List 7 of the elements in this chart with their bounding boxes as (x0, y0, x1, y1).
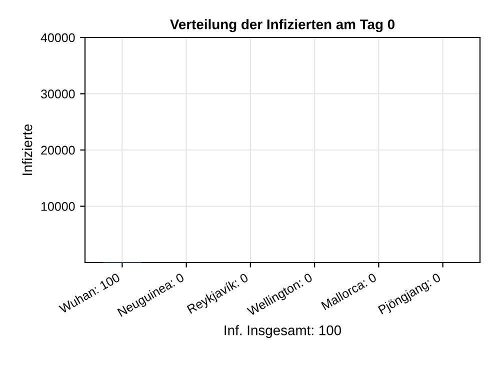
x-axis-title: Inf. Insgesamt: 100 (224, 325, 342, 338)
y-tick-label: 30000 (41, 90, 75, 98)
y-tick-label: 40000 (40, 33, 75, 42)
y-tick-label: 10000 (41, 202, 75, 211)
y-tick-label: 20000 (41, 146, 75, 155)
y-axis-title: Infizierte (22, 124, 32, 175)
chart-title: Verteilung der Infizierten am Tag 0 (170, 19, 394, 32)
